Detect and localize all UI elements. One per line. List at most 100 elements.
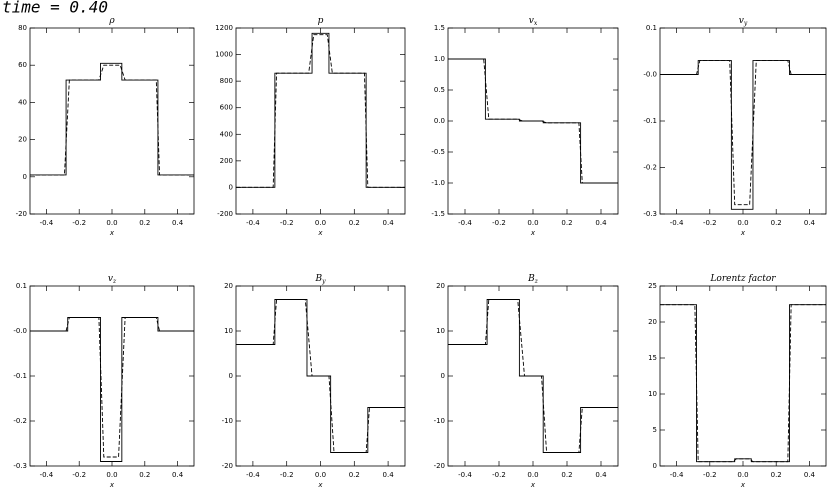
x-axis-label: x	[740, 229, 746, 237]
y-tick-label: 0.1	[16, 282, 27, 290]
x-tick-label: 0.2	[349, 471, 360, 479]
y-tick-label: 1200	[215, 24, 233, 32]
x-tick-label: -0.2	[492, 471, 506, 479]
dashed-line	[448, 58, 618, 184]
x-tick-label: 0.2	[771, 219, 782, 227]
x-tick-label: -0.2	[280, 219, 294, 227]
y-tick-label: 0.0	[434, 117, 445, 125]
panel-title: p	[318, 16, 324, 26]
x-tick-label: 0.2	[349, 219, 360, 227]
y-tick-label: -10	[222, 417, 233, 425]
panel-title-main: v	[739, 16, 744, 26]
x-axis-label: x	[530, 229, 536, 237]
solid-line	[236, 32, 405, 188]
y-tick-label: 60	[18, 61, 27, 69]
x-tick-label: 0.0	[106, 219, 117, 227]
x-tick-label: 0.4	[595, 219, 607, 227]
panel-title-main: ρ	[108, 16, 115, 26]
y-tick-label: -1.0	[431, 179, 445, 187]
y-tick-label: 5	[653, 426, 657, 434]
y-tick-label: -0.0	[13, 327, 27, 335]
panel-title-main: B	[314, 274, 322, 284]
y-tick-label: -0.1	[643, 117, 657, 125]
panel-title-main: p	[318, 16, 324, 26]
plot-frame	[235, 27, 406, 215]
y-tick-label: 1.0	[434, 55, 445, 63]
solid-line	[30, 317, 194, 462]
x-axis-label: x	[740, 481, 746, 489]
panel-title-main: v	[108, 274, 113, 284]
x-axis-label: x	[109, 229, 115, 237]
plot-frame	[659, 27, 827, 215]
x-tick-label: 0.4	[804, 471, 816, 479]
y-tick-label: -10	[434, 417, 445, 425]
panel-title: vy	[739, 16, 748, 27]
panel-title: vx	[529, 16, 538, 27]
y-tick-label: -0.2	[13, 417, 27, 425]
y-tick-label: 0	[229, 183, 233, 191]
x-axis-label: x	[109, 481, 115, 489]
x-tick-label: -0.4	[246, 219, 260, 227]
y-tick-label: -0.5	[431, 148, 445, 156]
x-tick-label: 0.0	[106, 471, 117, 479]
y-tick-label: 20	[436, 282, 445, 290]
panel-title: ρ	[108, 16, 115, 26]
x-axis-label: x	[317, 229, 323, 237]
y-tick-label: 0	[653, 462, 657, 470]
y-tick-label: 10	[648, 390, 657, 398]
y-tick-label: 0	[23, 173, 27, 181]
y-tick-label: 1.5	[434, 24, 445, 32]
panel-title-sub: z	[534, 278, 539, 285]
y-tick-label: 20	[224, 282, 233, 290]
solid-line	[448, 299, 618, 453]
x-tick-label: -0.2	[72, 471, 86, 479]
x-tick-label: -0.2	[492, 219, 506, 227]
dashed-line	[30, 317, 194, 458]
y-tick-label: 40	[18, 98, 27, 106]
solid-line	[30, 62, 194, 176]
panel-title-main: v	[529, 16, 534, 26]
dashed-line	[236, 34, 405, 188]
x-tick-label: 0.2	[561, 219, 572, 227]
x-tick-label: 0.0	[315, 219, 326, 227]
panel-title-sub: y	[743, 20, 748, 27]
plot-frame	[29, 285, 195, 467]
panel-title: Bz	[527, 274, 539, 285]
panel-title-main: Lorentz factor	[709, 274, 776, 284]
y-tick-label: 0.1	[646, 24, 657, 32]
y-tick-label: 20	[18, 136, 27, 144]
dashed-line	[30, 64, 194, 176]
dashed-line	[660, 60, 826, 206]
panel-title-main: B	[527, 274, 535, 284]
panel-title-sub: x	[534, 20, 538, 27]
solid-line	[660, 304, 826, 463]
x-tick-label: 0.4	[595, 471, 607, 479]
y-tick-label: 20	[648, 318, 657, 326]
y-tick-label: -0.1	[13, 372, 27, 380]
y-tick-label: 600	[220, 104, 233, 112]
time-label: time = 0.40	[2, 0, 108, 17]
panel-title-sub: y	[321, 278, 326, 285]
plot-frame	[659, 285, 827, 467]
y-tick-label: -0.3	[13, 462, 27, 470]
x-tick-label: 0.2	[771, 471, 782, 479]
y-tick-label: -200	[217, 210, 233, 218]
x-tick-label: -0.4	[458, 219, 472, 227]
panel-title: By	[314, 274, 326, 285]
x-tick-label: -0.4	[40, 219, 54, 227]
x-tick-label: -0.4	[458, 471, 472, 479]
solid-line	[660, 60, 826, 210]
y-tick-label: 800	[220, 77, 233, 85]
panel-title-sub: z	[112, 278, 117, 285]
y-tick-label: 0	[441, 372, 445, 380]
y-tick-label: -0.0	[643, 71, 657, 79]
x-tick-label: 0.2	[139, 471, 150, 479]
y-tick-label: 80	[18, 24, 27, 32]
x-tick-label: 0.4	[383, 219, 395, 227]
x-tick-label: -0.4	[670, 471, 684, 479]
x-tick-label: 0.4	[172, 219, 184, 227]
x-tick-label: 0.4	[383, 471, 395, 479]
x-tick-label: 0.0	[737, 219, 748, 227]
x-tick-label: 0.0	[737, 471, 748, 479]
y-tick-label: -0.2	[643, 164, 657, 172]
